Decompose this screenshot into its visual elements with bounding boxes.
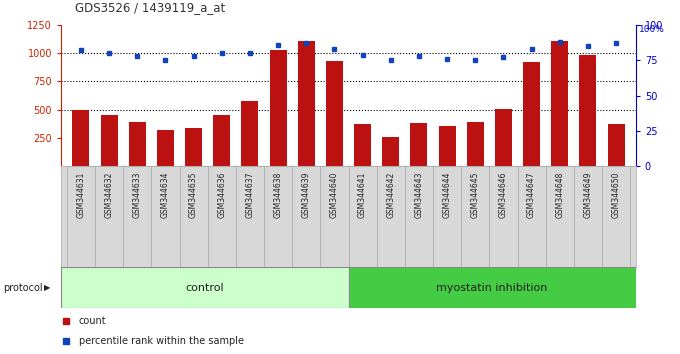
Bar — [241, 101, 258, 166]
Bar — [411, 123, 427, 166]
Bar — [101, 115, 118, 166]
Bar — [152, 166, 180, 267]
Bar — [270, 50, 286, 166]
Bar — [579, 55, 596, 166]
Bar — [405, 166, 433, 267]
Bar — [439, 126, 456, 166]
Bar — [95, 166, 123, 267]
Text: GSM344632: GSM344632 — [105, 171, 114, 218]
Bar — [461, 166, 490, 267]
Bar — [354, 124, 371, 166]
Bar — [61, 267, 349, 308]
Bar — [180, 166, 207, 267]
Text: GSM344638: GSM344638 — [273, 171, 283, 218]
Text: GSM344643: GSM344643 — [414, 171, 424, 218]
Text: percentile rank within the sample: percentile rank within the sample — [79, 336, 243, 346]
Bar — [466, 122, 483, 166]
Text: GSM344635: GSM344635 — [189, 171, 198, 218]
Bar — [157, 130, 174, 166]
Bar — [433, 166, 461, 267]
Bar — [73, 110, 89, 166]
Bar — [264, 166, 292, 267]
Text: GSM344647: GSM344647 — [527, 171, 536, 218]
Text: GSM344639: GSM344639 — [302, 171, 311, 218]
Text: GSM344646: GSM344646 — [499, 171, 508, 218]
Bar — [608, 125, 624, 166]
Bar — [123, 166, 152, 267]
Text: GDS3526 / 1439119_a_at: GDS3526 / 1439119_a_at — [75, 1, 225, 14]
Bar — [382, 137, 399, 166]
Text: GSM344634: GSM344634 — [161, 171, 170, 218]
Bar — [377, 166, 405, 267]
Text: GSM344641: GSM344641 — [358, 171, 367, 218]
Text: GSM344633: GSM344633 — [133, 171, 141, 218]
Bar — [207, 166, 236, 267]
Text: myostatin inhibition: myostatin inhibition — [437, 282, 548, 293]
Bar — [320, 166, 349, 267]
Bar — [67, 166, 95, 267]
Bar — [495, 109, 512, 166]
Bar — [185, 128, 202, 166]
Text: control: control — [186, 282, 224, 293]
Bar — [490, 166, 517, 267]
Text: 100%: 100% — [639, 25, 665, 34]
Bar — [298, 41, 315, 166]
Text: GSM344645: GSM344645 — [471, 171, 480, 218]
Text: GSM344649: GSM344649 — [583, 171, 592, 218]
Text: GSM344636: GSM344636 — [217, 171, 226, 218]
Bar — [602, 166, 630, 267]
Bar — [523, 62, 540, 166]
Text: GSM344642: GSM344642 — [386, 171, 395, 218]
Bar — [292, 166, 320, 267]
Text: GSM344631: GSM344631 — [76, 171, 86, 218]
Bar — [551, 41, 568, 166]
Bar — [545, 166, 574, 267]
Bar — [129, 122, 146, 166]
Text: GSM344640: GSM344640 — [330, 171, 339, 218]
Text: count: count — [79, 316, 106, 326]
Bar — [348, 166, 377, 267]
Bar — [214, 115, 231, 166]
Text: GSM344644: GSM344644 — [443, 171, 452, 218]
Text: GSM344637: GSM344637 — [245, 171, 254, 218]
Text: GSM344650: GSM344650 — [611, 171, 621, 218]
Bar — [236, 166, 264, 267]
Bar — [349, 267, 636, 308]
Bar — [326, 61, 343, 166]
Bar — [574, 166, 602, 267]
Bar — [517, 166, 545, 267]
Text: ▶: ▶ — [44, 283, 51, 292]
Text: GSM344648: GSM344648 — [556, 171, 564, 218]
Text: protocol: protocol — [3, 282, 43, 293]
